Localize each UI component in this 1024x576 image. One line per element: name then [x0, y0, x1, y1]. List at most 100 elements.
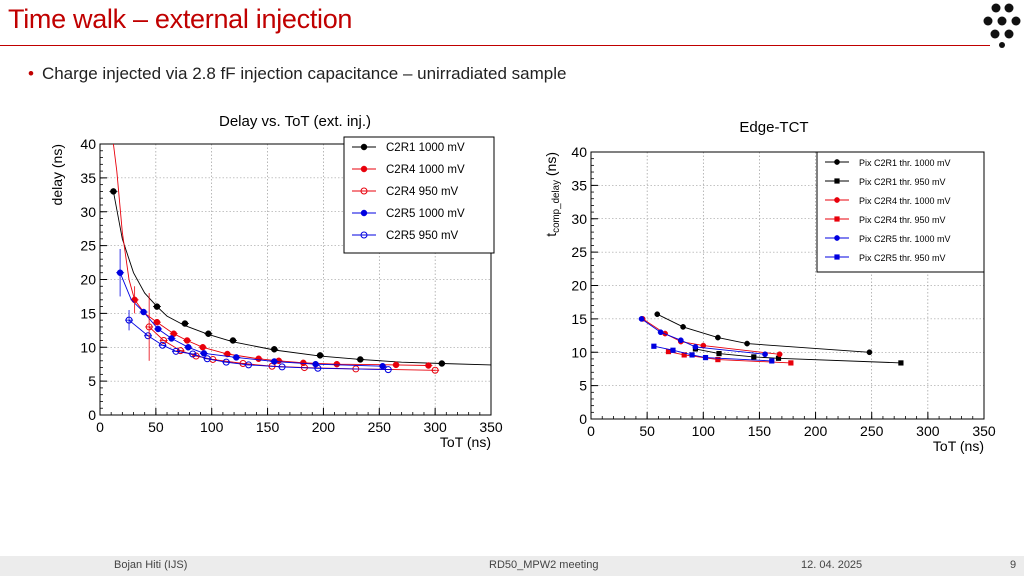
x-tick-label: 0	[96, 419, 104, 435]
x-tick-label: 150	[748, 423, 772, 439]
data-point	[651, 343, 657, 349]
x-tick-label: 300	[423, 419, 447, 435]
legend-marker	[834, 159, 840, 165]
legend-label: C2R4 950 mV	[386, 186, 459, 198]
chart-title: Delay vs. ToT (ext. inj.)	[219, 113, 371, 130]
x-tick-label: 350	[479, 419, 503, 435]
data-point	[670, 347, 676, 353]
data-point	[153, 318, 161, 326]
data-point	[154, 325, 162, 333]
data-point	[185, 344, 192, 351]
bullet-marker: •	[28, 64, 34, 83]
legend: Pix C2R1 thr. 1000 mV Pix C2R1 thr. 950 m…	[816, 151, 985, 273]
data-point	[153, 303, 161, 310]
chart-title: Edge-TCT	[739, 119, 808, 136]
data-point	[715, 356, 721, 363]
footer-author: Bojan Hiti (IJS)	[114, 559, 188, 571]
series-line	[657, 313, 870, 353]
title-divider	[0, 45, 990, 46]
data-point	[160, 336, 168, 344]
legend-marker	[360, 231, 368, 239]
data-point	[689, 352, 695, 358]
data-point	[203, 355, 211, 363]
data-point	[384, 366, 392, 374]
data-point	[638, 316, 645, 322]
data-point	[677, 337, 684, 344]
bullet-text: Charge injected via 2.8 fF injection cap…	[41, 64, 567, 83]
legend-box	[816, 151, 985, 273]
series-5	[125, 316, 393, 374]
series-4	[665, 348, 794, 366]
legend-marker	[834, 235, 840, 241]
dot-matrix-logo-icon	[983, 3, 1021, 48]
data-point	[357, 356, 364, 363]
series-1	[654, 311, 873, 356]
data-point	[172, 347, 180, 355]
legend-marker	[360, 209, 368, 217]
x-tick-label: 250	[860, 423, 884, 439]
data-point	[775, 355, 782, 361]
bullet-point: • Charge injected via 2.8 fF injection ca…	[28, 64, 566, 84]
x-tick-label: 250	[368, 419, 392, 435]
data-point	[168, 335, 175, 342]
data-point	[159, 341, 167, 349]
series-line	[668, 351, 791, 364]
y-tick-label: 30	[571, 211, 587, 227]
slide-title: Time walk – external injection	[8, 4, 353, 34]
vertical-error-bars	[119, 249, 150, 361]
legend-label: C2R5 1000 mV	[386, 208, 465, 220]
data-point	[176, 347, 184, 355]
y-tick-label: 30	[80, 204, 96, 220]
data-point	[657, 329, 664, 336]
data-point	[205, 330, 212, 337]
data-point	[751, 354, 757, 360]
footer-page-number: 9	[1010, 559, 1017, 571]
y-tick-label: 35	[571, 177, 587, 193]
series-4	[116, 269, 387, 370]
footer-meeting: RD50_MPW2 meeting	[489, 559, 599, 571]
x-tick-label: 50	[148, 419, 164, 435]
y-tick-label: 5	[88, 373, 96, 389]
legend-label: Pix C2R5 thr. 1000 mV	[859, 234, 951, 244]
x-tick-label: 300	[916, 423, 940, 439]
y-tick-label: 25	[571, 244, 587, 260]
data-point	[431, 366, 439, 374]
y-tick-label: 40	[571, 144, 587, 160]
series-6	[651, 343, 775, 364]
y-tick-label: 40	[80, 136, 96, 152]
data-point	[222, 358, 230, 366]
series-3	[639, 316, 783, 358]
data-point	[199, 344, 207, 351]
legend-marker	[360, 165, 368, 173]
legend-marker	[834, 216, 840, 222]
footer-bar: Bojan Hiti (IJS) RD50_MPW2 meeting 12. 0…	[0, 556, 1024, 576]
data-point	[379, 362, 386, 370]
data-point	[200, 350, 208, 357]
legend-box	[343, 136, 495, 254]
data-point	[271, 346, 278, 353]
legend: C2R1 1000 mV C2R4 1000 mV C2R4 950 mV C2R5 …	[343, 136, 495, 254]
data-point	[716, 350, 722, 357]
data-point	[333, 360, 341, 368]
data-point	[769, 358, 775, 364]
legend-label: Pix C2R1 thr. 950 mV	[859, 177, 946, 187]
data-point	[140, 308, 147, 316]
legend-marker	[360, 143, 368, 151]
data-point	[425, 362, 432, 369]
data-point	[278, 363, 286, 371]
legend-label: C2R4 1000 mV	[386, 164, 465, 176]
data-point	[144, 332, 152, 340]
y-tick-label: 0	[88, 407, 96, 423]
legend-label: Pix C2R4 thr. 1000 mV	[859, 196, 951, 206]
data-point	[224, 350, 231, 358]
series-1	[109, 188, 491, 367]
data-point	[692, 344, 699, 350]
series-line	[128, 319, 389, 371]
data-point	[665, 348, 672, 355]
data-point	[438, 360, 446, 367]
legend-label: C2R5 950 mV	[386, 230, 459, 242]
series-5	[638, 316, 768, 358]
data-point	[271, 358, 278, 365]
y-tick-label: 35	[80, 170, 96, 186]
data-point	[183, 337, 191, 344]
